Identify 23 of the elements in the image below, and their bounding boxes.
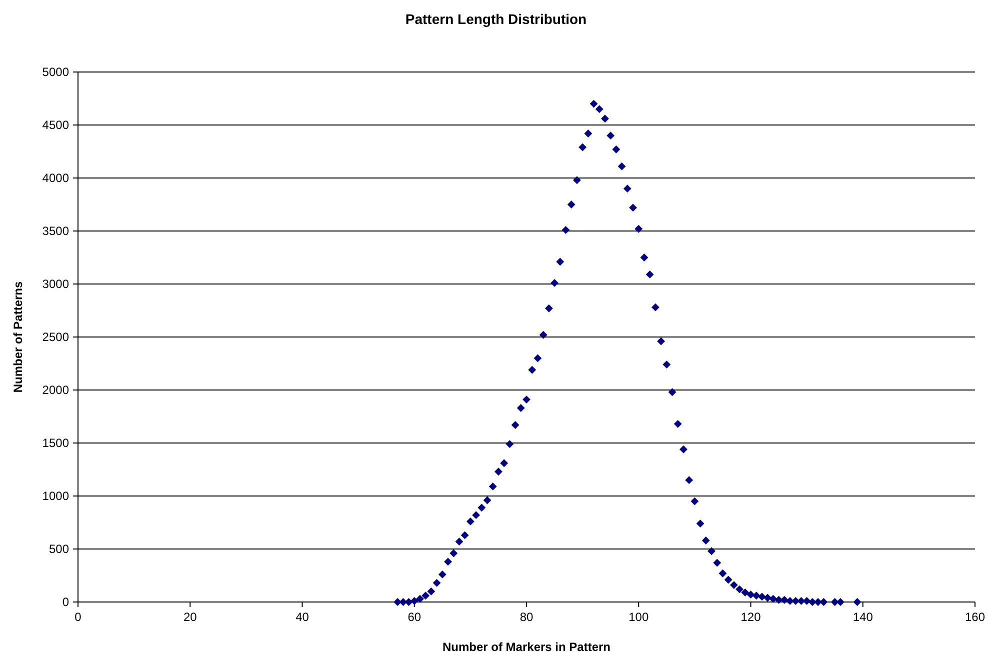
y-tick-label: 1000: [42, 489, 70, 504]
y-tick-label: 0: [62, 595, 70, 610]
y-tick-label: 3000: [42, 277, 70, 292]
x-tick-label: 40: [296, 610, 310, 624]
y-tick-label: 2000: [42, 383, 70, 398]
chart-title: Pattern Length Distribution: [405, 11, 587, 27]
y-axis-title: Number of Patterns: [11, 281, 25, 393]
y-tick-label: 3500: [42, 224, 70, 238]
y-tick-label: 2500: [42, 330, 70, 344]
x-axis-title: Number of Markers in Pattern: [442, 640, 611, 654]
x-tick-label: 120: [740, 610, 762, 624]
x-tick-label: 160: [964, 610, 986, 624]
y-tick-label: 4500: [42, 118, 70, 132]
x-tick-label: 80: [520, 610, 534, 624]
x-tick-label: 60: [408, 610, 422, 624]
y-tick-label: 1500: [42, 436, 70, 450]
x-tick-label: 20: [183, 610, 198, 624]
y-tick-label: 5000: [42, 65, 70, 80]
y-tick-label: 4000: [42, 171, 70, 186]
y-tick-label: 500: [48, 542, 70, 556]
x-tick-label: 140: [852, 610, 874, 624]
x-tick-label: 0: [74, 610, 82, 624]
x-tick-label: 100: [628, 610, 649, 624]
